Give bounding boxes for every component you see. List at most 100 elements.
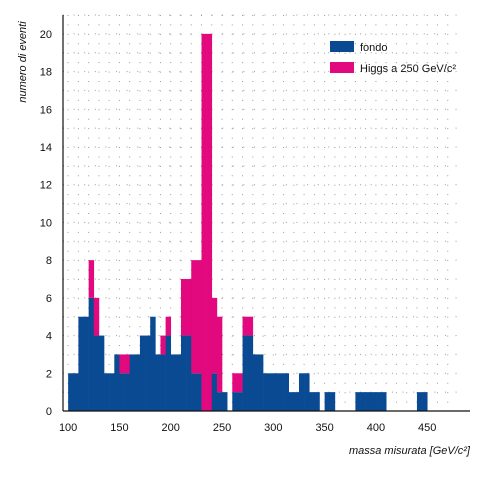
y-tick-label: 18 bbox=[40, 67, 52, 79]
bar-fondo bbox=[196, 373, 202, 411]
bar-fondo bbox=[160, 354, 166, 411]
bar-higgs bbox=[180, 279, 187, 336]
bar-higgs bbox=[186, 279, 192, 336]
tick-labels: 100 150 200 250 300 350 400 450 0 2 4 6 8 10 12 14 16 18 2… bbox=[40, 29, 437, 434]
bar-fondo bbox=[257, 354, 264, 411]
bar-higgs bbox=[206, 33, 213, 411]
bar-fondo bbox=[98, 335, 105, 411]
bar-fondo bbox=[222, 392, 228, 411]
y-tick-label: 6 bbox=[46, 293, 52, 305]
bar-fondo bbox=[68, 373, 74, 411]
bar-fondo bbox=[109, 373, 115, 411]
bar-fondo bbox=[298, 373, 305, 411]
x-tick-label: 150 bbox=[110, 422, 128, 434]
bar-fondo bbox=[381, 392, 387, 411]
bar-fondo bbox=[288, 392, 295, 411]
bar-fondo bbox=[232, 392, 238, 411]
bar-fondo bbox=[124, 373, 130, 411]
bar-higgs bbox=[165, 316, 172, 336]
y-tick-label: 4 bbox=[46, 331, 52, 343]
bar-higgs bbox=[196, 260, 202, 374]
x-tick-label: 250 bbox=[213, 422, 231, 434]
y-tick-label: 14 bbox=[40, 142, 52, 154]
bar-fondo bbox=[278, 373, 284, 411]
y-tick-label: 16 bbox=[40, 104, 52, 116]
x-axis-label: massa misurata [GeV/c²] bbox=[349, 445, 471, 457]
bar-fondo bbox=[191, 373, 197, 411]
bar-fondo bbox=[329, 392, 336, 411]
bar-fondo bbox=[355, 392, 361, 411]
bar-fondo bbox=[365, 392, 372, 411]
bar-fondo bbox=[360, 392, 366, 411]
bar-fondo bbox=[237, 392, 243, 411]
y-tick-label: 2 bbox=[46, 368, 52, 380]
bar-fondo bbox=[324, 392, 331, 411]
bar-fondo bbox=[139, 335, 146, 411]
axes bbox=[62, 15, 470, 412]
bar-fondo bbox=[216, 392, 223, 411]
legend-label-fondo: fondo bbox=[360, 42, 388, 54]
bar-higgs bbox=[88, 260, 95, 298]
bar-higgs bbox=[119, 354, 125, 374]
legend-label-higgs: Higgs a 250 GeV/c² bbox=[360, 63, 456, 75]
bar-higgs bbox=[124, 354, 130, 374]
bar-fondo bbox=[165, 335, 172, 411]
bar-fondo bbox=[293, 392, 300, 411]
y-tick-label: 0 bbox=[46, 406, 52, 418]
x-tick-label: 400 bbox=[367, 422, 385, 434]
bar-fondo bbox=[78, 316, 84, 411]
bar-fondo bbox=[114, 354, 120, 411]
bar-fondo bbox=[73, 373, 79, 411]
dotted-grid bbox=[63, 14, 458, 411]
y-tick-label: 8 bbox=[46, 255, 52, 267]
y-tick-label: 10 bbox=[40, 217, 52, 229]
x-tick-label: 300 bbox=[264, 422, 282, 434]
bar-fondo bbox=[247, 335, 254, 411]
bar-fondo bbox=[211, 373, 218, 411]
bar-fondo bbox=[422, 392, 428, 411]
bar-fondo bbox=[375, 392, 382, 411]
bar-higgs bbox=[160, 335, 166, 355]
bar-fondo bbox=[309, 392, 315, 411]
y-tick-label: 20 bbox=[40, 29, 52, 41]
legend: fondo Higgs a 250 GeV/c² bbox=[330, 41, 456, 75]
bar-higgs bbox=[201, 33, 207, 411]
x-tick-label: 200 bbox=[162, 422, 180, 434]
bars-layer bbox=[68, 33, 428, 411]
bar-fondo bbox=[314, 392, 320, 411]
bar-higgs bbox=[247, 316, 254, 336]
bar-higgs bbox=[216, 316, 223, 393]
bar-fondo bbox=[119, 373, 125, 411]
bar-fondo bbox=[180, 335, 187, 411]
bar-higgs bbox=[232, 373, 238, 393]
y-tick-label: 12 bbox=[40, 180, 52, 192]
bar-fondo bbox=[175, 354, 182, 411]
bar-higgs bbox=[242, 316, 248, 336]
bar-fondo bbox=[416, 392, 423, 411]
bar-fondo bbox=[170, 354, 177, 411]
x-tick-label: 450 bbox=[418, 422, 436, 434]
y-axis-label: numero di eventi bbox=[17, 21, 29, 103]
x-tick-label: 100 bbox=[59, 422, 77, 434]
bar-fondo bbox=[273, 373, 279, 411]
bar-higgs bbox=[237, 373, 243, 393]
bar-fondo bbox=[129, 354, 136, 411]
bar-fondo bbox=[134, 354, 141, 411]
bar-fondo bbox=[150, 316, 156, 411]
bar-fondo bbox=[263, 373, 269, 411]
bar-higgs bbox=[191, 260, 197, 374]
x-tick-label: 350 bbox=[315, 422, 333, 434]
bar-fondo bbox=[242, 335, 248, 411]
bar-fondo bbox=[88, 297, 95, 411]
bar-fondo bbox=[93, 335, 100, 411]
bar-fondo bbox=[252, 354, 259, 411]
bar-fondo bbox=[268, 373, 274, 411]
bar-fondo bbox=[145, 335, 151, 411]
bar-fondo bbox=[104, 373, 110, 411]
bar-higgs bbox=[93, 297, 100, 336]
bar-fondo bbox=[370, 392, 377, 411]
legend-swatch-higgs bbox=[330, 62, 354, 73]
bar-higgs bbox=[211, 297, 218, 374]
bar-fondo bbox=[186, 335, 192, 411]
